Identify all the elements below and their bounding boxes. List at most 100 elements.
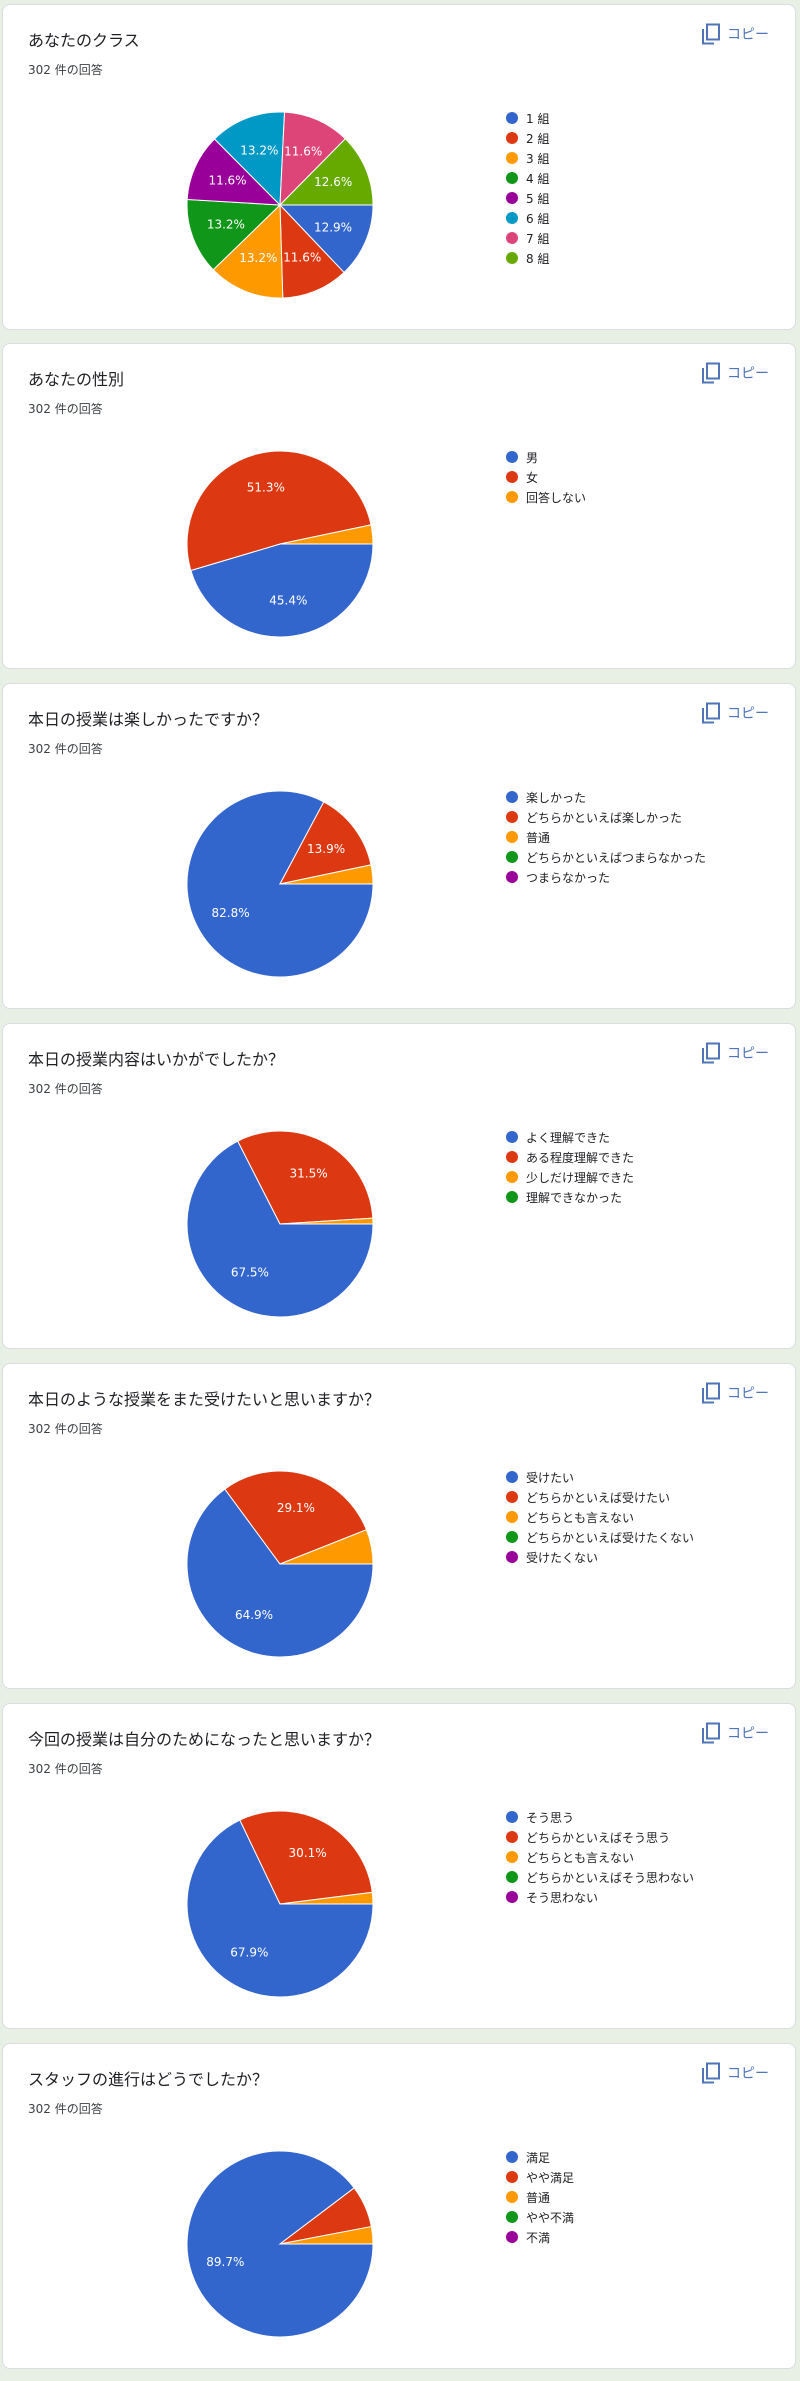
legend-item[interactable]: 受けたい bbox=[506, 1467, 694, 1487]
chart-legend: そう思う どちらかといえばそう思う どちらとも言えない どちらかといえばそう思わないそ… bbox=[506, 1807, 694, 1907]
legend-item[interactable]: どちらかといえばそう思わない bbox=[506, 1867, 694, 1887]
pie-slice[interactable] bbox=[239, 1810, 373, 1905]
pie-slice[interactable] bbox=[212, 203, 284, 299]
response-count: 302 件の回答 bbox=[28, 1082, 103, 1096]
legend-item[interactable]: 3 組 bbox=[506, 148, 549, 168]
pie-slice[interactable] bbox=[279, 1891, 374, 1905]
legend-item[interactable]: 満足 bbox=[506, 2147, 574, 2167]
pie-chart: 67.5% 31.5% bbox=[186, 1130, 374, 1318]
pie-slice[interactable] bbox=[186, 450, 372, 572]
legend-item[interactable]: どちらかといえば受けたい bbox=[506, 1487, 694, 1507]
pie-slice[interactable] bbox=[278, 138, 374, 206]
legend-item[interactable]: 理解できなかった bbox=[506, 1187, 634, 1207]
legend-label: つまらなかった bbox=[526, 870, 611, 885]
legend-item[interactable]: ある程度理解できた bbox=[506, 1147, 634, 1167]
pie-slice[interactable] bbox=[224, 1470, 368, 1565]
legend-item[interactable]: 7 組 bbox=[506, 228, 549, 248]
pie-slice[interactable] bbox=[279, 2225, 374, 2245]
pie-slice[interactable] bbox=[190, 543, 374, 638]
legend-item[interactable]: 普通 bbox=[506, 827, 706, 847]
legend-label: やや不満 bbox=[526, 2210, 575, 2225]
slice-label: 31.5% bbox=[290, 1166, 328, 1180]
pie-slice[interactable] bbox=[186, 138, 282, 206]
legend-item[interactable]: どちらとも言えない bbox=[506, 1847, 694, 1867]
pie-slice[interactable] bbox=[279, 524, 374, 545]
copy-button[interactable]: コピー bbox=[701, 23, 769, 45]
legend-item[interactable]: 普通 bbox=[506, 2187, 574, 2207]
legend-swatch bbox=[506, 1131, 518, 1143]
slice-label: 67.5% bbox=[231, 1266, 269, 1280]
legend-swatch bbox=[506, 471, 518, 483]
legend-item[interactable]: 4 組 bbox=[506, 168, 549, 188]
legend-label: 2 組 bbox=[526, 131, 550, 146]
copy-button[interactable]: コピー bbox=[701, 1382, 769, 1404]
pie-slice[interactable] bbox=[279, 203, 345, 299]
legend-item[interactable]: そう思わない bbox=[506, 1887, 694, 1907]
slice-label: 13.2% bbox=[239, 251, 277, 265]
pie-slice[interactable] bbox=[279, 111, 346, 207]
legend-label: ある程度理解できた bbox=[526, 1150, 635, 1165]
pie-slice[interactable] bbox=[213, 111, 286, 207]
legend-item[interactable]: どちらかといえばつまらなかった bbox=[506, 847, 706, 867]
legend-item[interactable]: 女 bbox=[506, 467, 586, 487]
chart-title: 本日の授業内容はいかがでしたか？ bbox=[28, 1050, 285, 1069]
copy-button[interactable]: コピー bbox=[701, 1042, 769, 1064]
legend-item[interactable]: 1 組 bbox=[506, 108, 549, 128]
legend-item[interactable]: やや満足 bbox=[506, 2167, 574, 2187]
legend-item[interactable]: どちらかといえば受けたくない bbox=[506, 1527, 694, 1547]
pie-slice[interactable] bbox=[278, 204, 374, 274]
chart-card: あなたのクラス 302 件の回答 コピー 12.9% 11.6% 13.2% 13.2% 11… bbox=[2, 4, 796, 330]
legend-swatch bbox=[506, 112, 518, 124]
chart-card: スタッフの進行はどうでしたか？ 302 件の回答 コピー 89.7% 満足 やや満足 普通や… bbox=[2, 2043, 796, 2369]
legend-swatch bbox=[506, 152, 518, 164]
legend-swatch bbox=[506, 232, 518, 244]
copy-button[interactable]: コピー bbox=[701, 702, 769, 724]
legend-swatch bbox=[506, 1871, 518, 1883]
legend-label: 男 bbox=[526, 450, 539, 465]
legend-label: 理解できなかった bbox=[526, 1190, 623, 1205]
slice-label: 67.9% bbox=[230, 1945, 268, 1959]
legend-swatch bbox=[506, 1491, 518, 1503]
copy-button[interactable]: コピー bbox=[701, 362, 769, 384]
pie-slice[interactable] bbox=[186, 1819, 374, 1998]
pie-slice[interactable] bbox=[237, 1130, 374, 1225]
legend-item[interactable]: そう思う bbox=[506, 1807, 694, 1827]
legend-item[interactable]: 不満 bbox=[506, 2227, 574, 2247]
pie-slice[interactable] bbox=[186, 1140, 374, 1318]
pie-chart: 12.9% 11.6% 13.2% 13.2% 11.6% 13.2% 11.6% 12.6% bbox=[186, 111, 374, 299]
legend-item[interactable]: どちらかといえば楽しかった bbox=[506, 807, 706, 827]
legend-item[interactable]: つまらなかった bbox=[506, 867, 706, 887]
copy-button[interactable]: コピー bbox=[701, 1722, 769, 1744]
legend-item[interactable]: 少しだけ理解できた bbox=[506, 1167, 634, 1187]
copy-label: コピー bbox=[727, 366, 769, 382]
legend-label: 3 組 bbox=[526, 151, 550, 166]
legend-item[interactable]: 楽しかった bbox=[506, 787, 706, 807]
pie-chart: 64.9% 29.1% bbox=[186, 1470, 374, 1658]
pie-slice[interactable] bbox=[279, 1217, 374, 1225]
legend-item[interactable]: 回答しない bbox=[506, 487, 586, 507]
legend-label: 回答しない bbox=[526, 490, 587, 505]
legend-swatch bbox=[506, 831, 518, 843]
legend-item[interactable]: 5 組 bbox=[506, 188, 549, 208]
chart-title: 今回の授業は自分のためになったと思いますか？ bbox=[28, 1730, 381, 1749]
legend-item[interactable]: 2 組 bbox=[506, 128, 549, 148]
pie-slice[interactable] bbox=[186, 1488, 374, 1658]
pie-slice[interactable] bbox=[279, 1529, 374, 1565]
pie-slice[interactable] bbox=[279, 864, 374, 885]
slice-label: 51.3% bbox=[247, 481, 285, 495]
legend-item[interactable]: どちらとも言えない bbox=[506, 1507, 694, 1527]
legend-item[interactable]: 6 組 bbox=[506, 208, 549, 228]
copy-icon bbox=[701, 2062, 721, 2084]
legend-item[interactable]: よく理解できた bbox=[506, 1127, 634, 1147]
legend-item[interactable]: 男 bbox=[506, 447, 586, 467]
legend-label: どちらかといえばつまらなかった bbox=[526, 850, 707, 865]
legend-swatch bbox=[506, 252, 518, 264]
legend-item[interactable]: 8 組 bbox=[506, 248, 549, 268]
legend-item[interactable]: 受けたくない bbox=[506, 1547, 694, 1567]
copy-button[interactable]: コピー bbox=[701, 2062, 769, 2084]
legend-item[interactable]: どちらかといえばそう思う bbox=[506, 1827, 694, 1847]
legend-item[interactable]: やや不満 bbox=[506, 2207, 574, 2227]
slice-label: 89.7% bbox=[206, 2255, 244, 2269]
pie-slice[interactable] bbox=[279, 801, 372, 885]
pie-slice[interactable] bbox=[186, 198, 282, 271]
